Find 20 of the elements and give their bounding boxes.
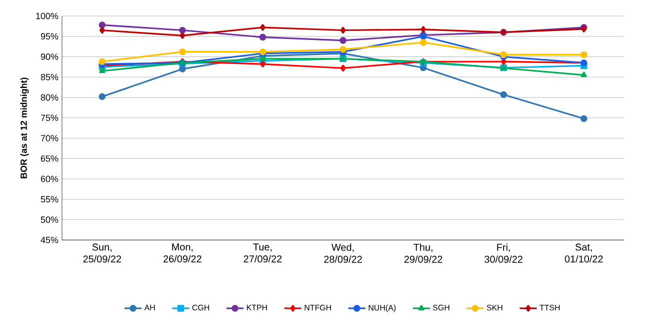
y-tick-label: 45% bbox=[40, 236, 58, 244]
y-tick-label: 100% bbox=[36, 12, 58, 20]
y-tick-label: 85% bbox=[40, 74, 58, 80]
y-tick-label: 65% bbox=[40, 155, 58, 162]
y-tick-label: 90% bbox=[40, 54, 58, 60]
y-tick-label: 75% bbox=[40, 114, 58, 121]
y-tick-label: 95% bbox=[40, 33, 58, 40]
y-tick-label: 70% bbox=[40, 135, 58, 142]
x-tick-label: Wed, 28/09/22 bbox=[324, 244, 362, 263]
y-tick-label: 55% bbox=[40, 196, 58, 202]
x-tick-label: Sun, 25/09/22 bbox=[83, 244, 122, 263]
x-tick-label: Tue, 27/09/22 bbox=[244, 244, 282, 262]
x-tick-label: Fri, 30/09/22 bbox=[484, 244, 522, 263]
x-tick-label: Mon, 26/09/22 bbox=[164, 244, 202, 262]
y-tick-label: 60% bbox=[40, 176, 58, 182]
y-tick-label: 50% bbox=[40, 216, 58, 223]
x-tick-label: Sat, 01/10/22 bbox=[564, 244, 603, 263]
y-tick-label: 80% bbox=[40, 94, 58, 101]
x-tick-label: Thu, 29/09/22 bbox=[404, 244, 442, 263]
y-axis-title: BOR (as at 12 midnight) bbox=[20, 78, 29, 178]
